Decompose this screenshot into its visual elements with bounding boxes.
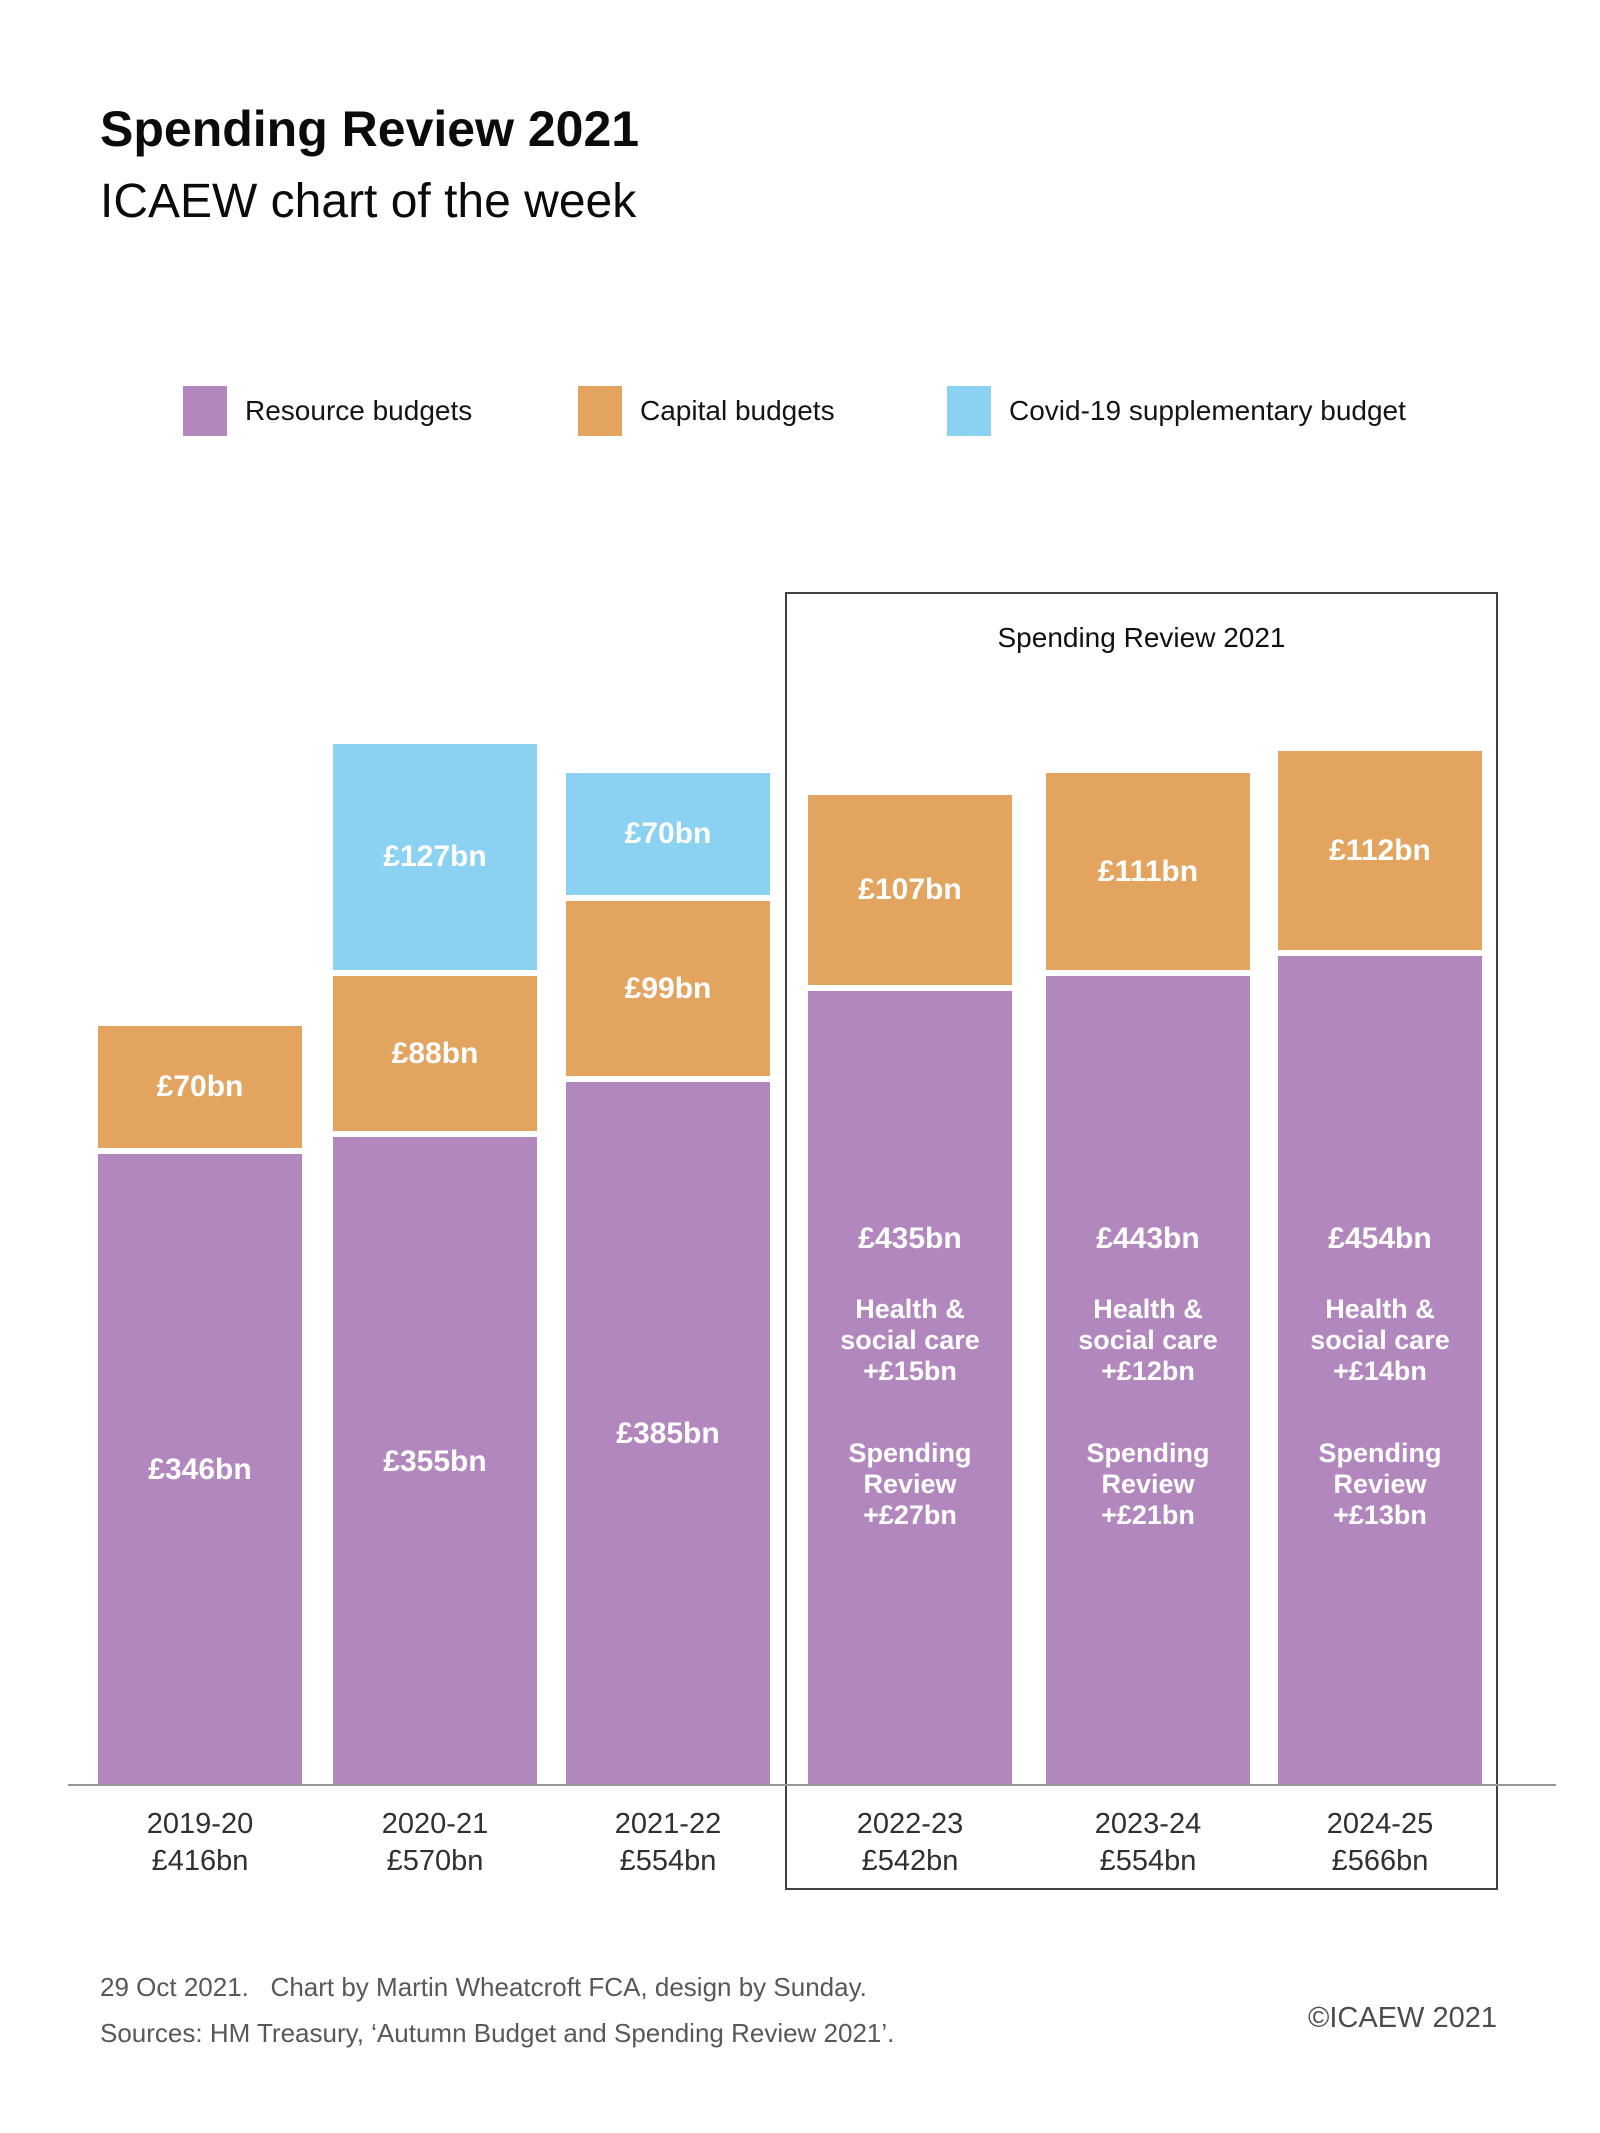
- legend-label: Capital budgets: [640, 395, 835, 426]
- spending-review-2021-box: Spending Review 2021: [785, 592, 1498, 1890]
- page-title: Spending Review 2021: [100, 101, 640, 157]
- legend-label: Resource budgets: [245, 395, 473, 426]
- resource-value-label: £435bn: [858, 1221, 962, 1255]
- health-social-care-annotation: Health & social care +£14bn: [1310, 1293, 1450, 1386]
- footer-credit: 29 Oct 2021. Chart by Martin Wheatcroft …: [100, 1972, 867, 2002]
- footer-sources: Sources: HM Treasury, ‘Autumn Budget and…: [100, 2018, 895, 2048]
- x-axis-label: 2024-25 £566bn: [1260, 1806, 1500, 1880]
- x-axis-total: £416bn: [151, 1845, 249, 1877]
- x-axis-total: £566bn: [1331, 1845, 1429, 1877]
- spending-review-annotation: Spending Review +£13bn: [1318, 1437, 1442, 1530]
- bar-segment-capital: £112bn: [1278, 751, 1482, 951]
- x-axis-label: 2022-23 £542bn: [790, 1806, 1030, 1880]
- resource-value-label: £355bn: [383, 1444, 487, 1478]
- capital-budgets-swatch: [578, 386, 622, 436]
- bar-segment-covid: £70bn: [566, 773, 770, 896]
- bar-segment-resource: £454bn Health & social care +£14bn Spendin…: [1278, 956, 1482, 1786]
- x-axis-category: 2021-22: [614, 1808, 722, 1840]
- x-axis-category: 2019-20: [146, 1808, 254, 1840]
- x-axis-label: 2020-21 £570bn: [315, 1806, 555, 1880]
- resource-value-label: £454bn: [1328, 1221, 1432, 1255]
- resource-budgets-swatch: [183, 386, 227, 436]
- bar-segment-capital: £111bn: [1046, 773, 1250, 971]
- health-social-care-annotation: Health & social care +£12bn: [1078, 1293, 1218, 1386]
- capital-value-label: £70bn: [156, 1069, 244, 1103]
- spending-review-annotation: Spending Review +£21bn: [1086, 1437, 1210, 1530]
- bar-segment-resource: £435bn Health & social care +£15bn Spendin…: [808, 990, 1012, 1786]
- legend-item-covid-budget: Covid-19 supplementary budget: [947, 386, 1406, 436]
- bar-segment-capital: £99bn: [566, 901, 770, 1077]
- x-axis-label: 2023-24 £554bn: [1028, 1806, 1268, 1880]
- x-axis-label: 2021-22 £554bn: [548, 1806, 788, 1880]
- bar-segment-resource: £355bn: [333, 1137, 537, 1786]
- bar-segment-capital: £70bn: [98, 1025, 302, 1148]
- covid-value-label: £127bn: [383, 840, 487, 874]
- x-axis-category: 2020-21: [381, 1808, 489, 1840]
- legend-label: Covid-19 supplementary budget: [1009, 395, 1406, 426]
- resource-value-label: £443bn: [1096, 1221, 1200, 1255]
- x-axis-baseline: [68, 1784, 1556, 1786]
- x-axis-total: £554bn: [1099, 1845, 1197, 1877]
- resource-value-label: £346bn: [148, 1452, 252, 1486]
- bar-segment-capital: £107bn: [808, 795, 1012, 985]
- x-axis-category: 2024-25: [1326, 1808, 1434, 1840]
- x-axis-total: £570bn: [386, 1845, 484, 1877]
- x-axis-total: £554bn: [619, 1845, 717, 1877]
- x-axis-total: £542bn: [861, 1845, 959, 1877]
- spending-review-box-title: Spending Review 2021: [997, 622, 1286, 653]
- capital-value-label: £107bn: [858, 873, 962, 907]
- health-social-care-annotation: Health & social care +£15bn: [840, 1293, 980, 1386]
- bar-segment-resource: £346bn: [98, 1153, 302, 1786]
- capital-value-label: £111bn: [1097, 854, 1199, 888]
- x-axis-category: 2022-23: [856, 1808, 964, 1840]
- copyright-notice: ©ICAEW 2021: [1308, 2002, 1497, 2034]
- page-subtitle: ICAEW chart of the week: [100, 175, 637, 228]
- capital-value-label: £88bn: [391, 1036, 479, 1070]
- capital-value-label: £112bn: [1329, 833, 1431, 867]
- bar-segment-resource: £443bn Health & social care +£12bn Spendin…: [1046, 976, 1250, 1786]
- x-axis-label: 2019-20 £416bn: [80, 1806, 320, 1880]
- bar-segment-capital: £88bn: [333, 976, 537, 1132]
- bar-segment-resource: £385bn: [566, 1082, 770, 1786]
- resource-value-label: £385bn: [616, 1417, 720, 1451]
- covid-budget-swatch: [947, 386, 991, 436]
- legend-item-capital-budgets: Capital budgets: [578, 386, 835, 436]
- covid-value-label: £70bn: [624, 817, 712, 851]
- capital-value-label: £99bn: [624, 971, 712, 1005]
- legend-item-resource-budgets: Resource budgets: [183, 386, 472, 436]
- x-axis-category: 2023-24: [1094, 1808, 1202, 1840]
- bar-segment-covid: £127bn: [333, 744, 537, 971]
- spending-review-annotation: Spending Review +£27bn: [848, 1437, 972, 1530]
